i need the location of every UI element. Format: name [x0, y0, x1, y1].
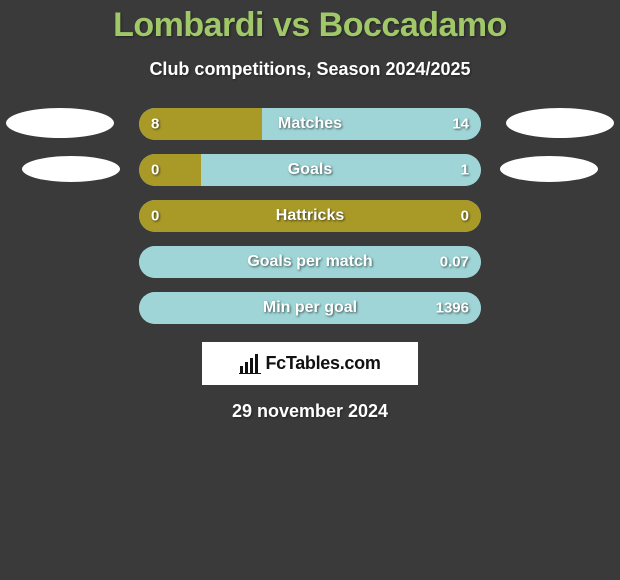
stat-label: Goals: [288, 161, 332, 179]
stat-label: Goals per match: [247, 253, 372, 271]
date-line: 29 november 2024: [0, 401, 620, 422]
stat-label: Min per goal: [263, 299, 357, 317]
stat-bar: 8 14 Matches: [139, 108, 481, 140]
decor-ellipse-bot-left: [22, 156, 120, 182]
page-title: Lombardi vs Boccadamo: [0, 6, 620, 45]
decor-ellipse-top-right: [506, 108, 614, 138]
stat-label: Matches: [278, 115, 342, 133]
stat-value-right: 1396: [436, 300, 469, 317]
stat-value-left: 0: [151, 208, 159, 225]
stat-value-left: 8: [151, 116, 159, 133]
stat-label: Hattricks: [276, 207, 344, 225]
decor-ellipse-top-left: [6, 108, 114, 138]
stat-bar: 1396 Min per goal: [139, 292, 481, 324]
stat-bar: 0.07 Goals per match: [139, 246, 481, 278]
bars-container: 8 14 Matches 0 1 Goals 0 0 Hattricks 0.07 Goals pe…: [0, 108, 620, 324]
stat-value-right: 1: [461, 162, 469, 179]
source-logo: FcTables.com: [202, 342, 418, 385]
stat-bar: 0 0 Hattricks: [139, 200, 481, 232]
stat-value-right: 14: [452, 116, 469, 133]
bar-chart-icon: [239, 354, 261, 374]
page-subtitle: Club competitions, Season 2024/2025: [0, 59, 620, 80]
stat-value-right: 0.07: [440, 254, 469, 271]
stat-bar: 0 1 Goals: [139, 154, 481, 186]
stat-bar-right-fill: [201, 154, 481, 186]
stat-value-left: 0: [151, 162, 159, 179]
stat-value-right: 0: [461, 208, 469, 225]
stats-area: 8 14 Matches 0 1 Goals 0 0 Hattricks 0.07 Goals pe…: [0, 108, 620, 324]
decor-ellipse-bot-right: [500, 156, 598, 182]
stat-bar-left-fill: [139, 154, 201, 186]
source-logo-text: FcTables.com: [265, 353, 380, 374]
